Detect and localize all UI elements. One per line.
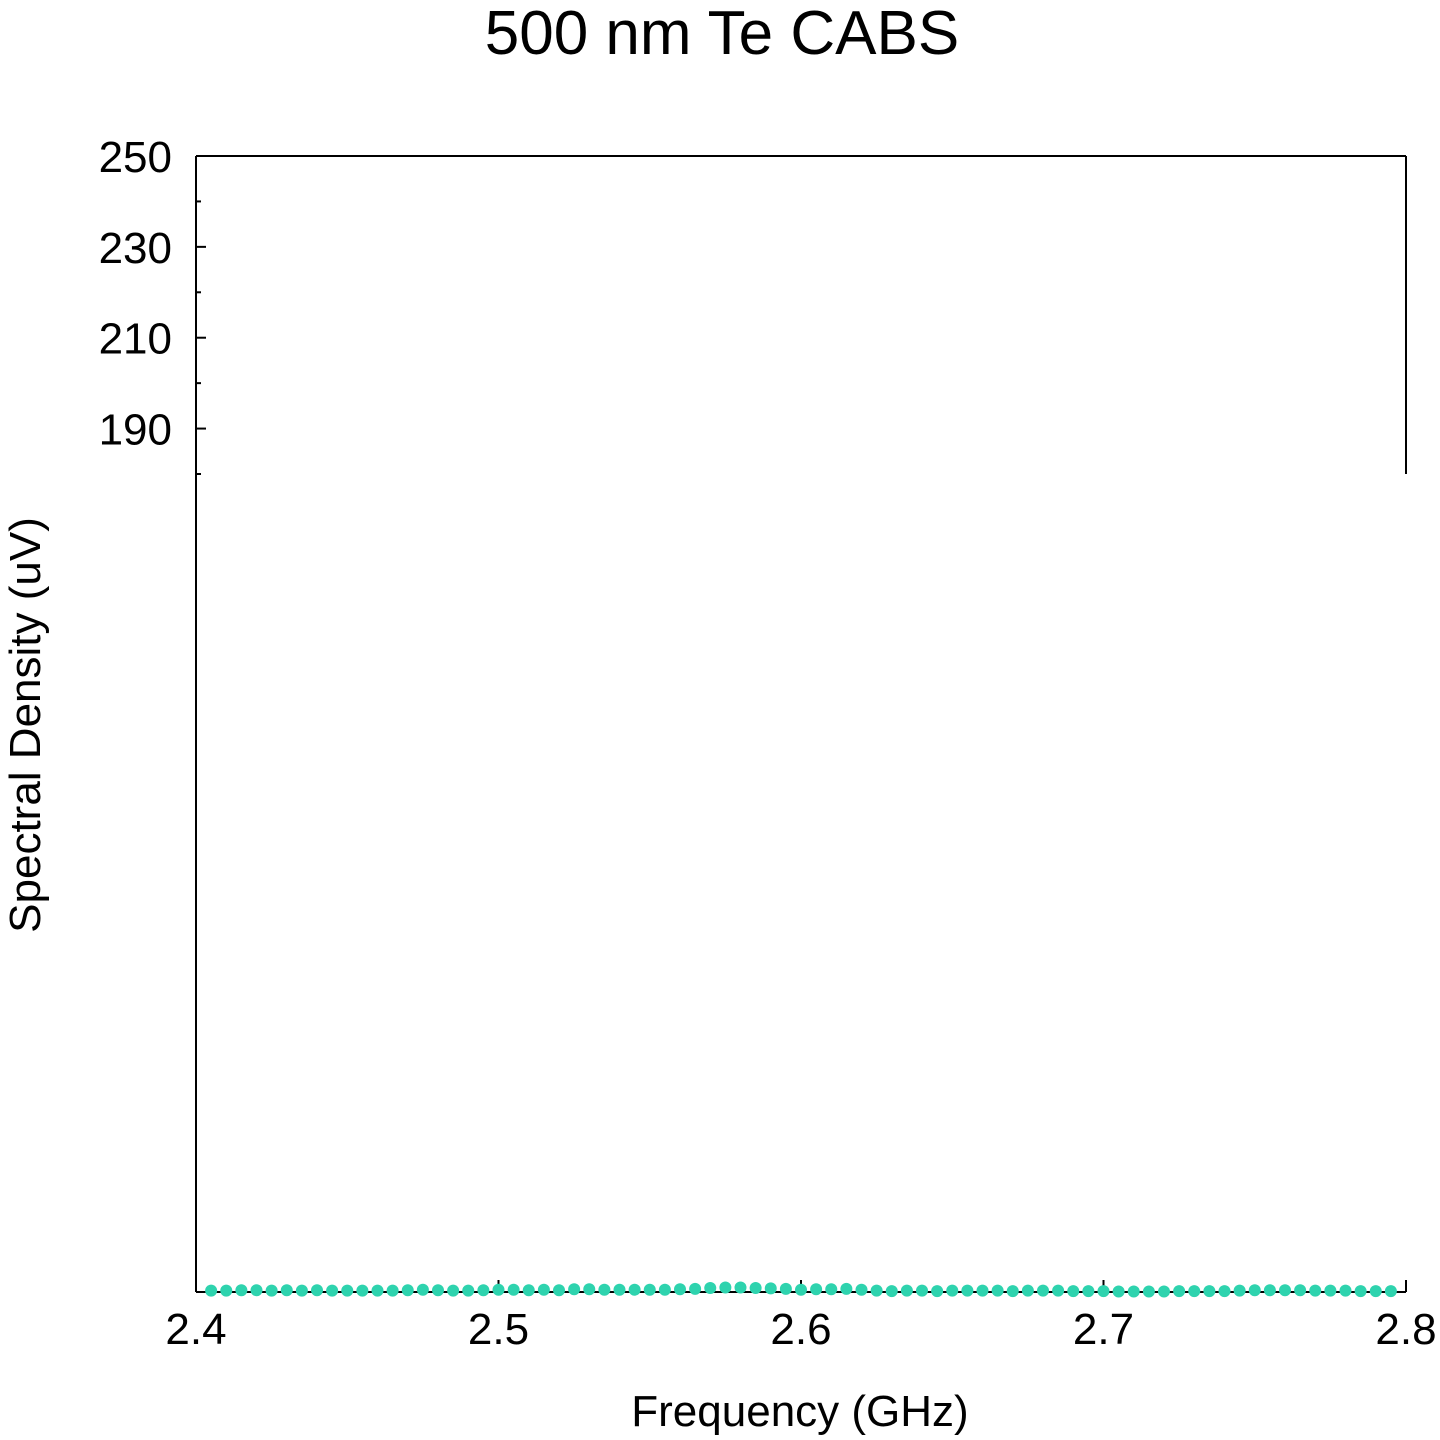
data-point [931,1285,944,1298]
data-point [840,1282,853,1295]
data-point [1097,1285,1110,1298]
data-point [522,1284,535,1297]
data-point [1052,1284,1065,1297]
data-point [1324,1284,1337,1297]
data-point [1037,1284,1049,1297]
y-tick-label: 190 [99,406,172,455]
data-point [885,1285,898,1298]
axis-ticks: 2.4 2.5 2.6 2.7 2.8 190 210 230 250 [99,133,1437,1354]
data-point [371,1284,384,1297]
data-point [386,1284,399,1297]
data-point [658,1283,671,1296]
data-point [719,1281,732,1294]
data-point [1173,1285,1186,1298]
data-point [1158,1285,1170,1298]
data-point [1339,1284,1352,1297]
data-point [507,1283,520,1296]
data-point [1218,1285,1231,1298]
data-point [401,1284,414,1297]
data-point [1142,1285,1155,1298]
data-point [1294,1284,1307,1297]
data-point [280,1284,293,1297]
data-point [628,1283,641,1296]
data-point [779,1282,792,1295]
data-points [205,1281,1397,1298]
y-tick-label: 210 [99,315,172,364]
data-point [1279,1284,1291,1297]
data-point [462,1284,475,1297]
data-point [810,1283,823,1296]
data-point [704,1281,717,1294]
data-point [265,1284,278,1297]
data-point [764,1282,777,1295]
data-point [326,1284,339,1297]
data-point [341,1284,354,1297]
data-point [613,1283,626,1296]
data-point [689,1282,702,1295]
x-tick-label: 2.7 [1073,1305,1134,1354]
data-point [749,1281,762,1294]
data-point [976,1284,989,1297]
x-tick-label: 2.4 [165,1305,226,1354]
data-point [1127,1285,1140,1298]
data-point [1263,1284,1276,1297]
data-point [477,1284,490,1297]
chart-title: 500 nm Te CABS [485,0,959,68]
data-point [1369,1285,1382,1298]
y-axis-label: Spectral Density (uV) [1,517,50,933]
data-point [1384,1285,1397,1298]
data-point [356,1284,369,1297]
data-point [855,1283,868,1296]
data-point [946,1284,959,1297]
data-point [1248,1284,1261,1297]
data-point [205,1284,218,1297]
data-point [1082,1285,1095,1298]
data-point [961,1284,974,1297]
data-point [553,1284,565,1297]
x-tick-label: 2.6 [770,1305,831,1354]
plot-frame [195,155,1407,1293]
data-point [734,1281,747,1294]
data-point [311,1284,323,1297]
data-point [1112,1285,1125,1298]
data-point [795,1283,807,1296]
data-point [1233,1284,1246,1297]
data-point [1203,1285,1216,1298]
data-point [432,1284,444,1297]
data-point [250,1284,263,1297]
data-point [235,1284,248,1297]
x-tick-label: 2.8 [1375,1305,1436,1354]
data-point [598,1283,611,1296]
data-point [492,1283,505,1296]
data-point [220,1284,233,1297]
data-point [1188,1285,1201,1298]
data-point [825,1283,838,1296]
data-point [416,1283,429,1296]
data-point [916,1284,928,1297]
data-point [1006,1285,1019,1298]
data-point [1021,1284,1034,1297]
data-point [583,1283,596,1296]
data-point [643,1283,656,1296]
x-tick-label: 2.5 [468,1305,529,1354]
data-point [1067,1285,1080,1298]
data-point [1354,1285,1367,1298]
x-axis-label: Frequency (GHz) [631,1387,968,1436]
data-point [568,1283,581,1296]
y-tick-label: 230 [99,224,172,273]
data-point [295,1284,308,1297]
data-point [900,1284,913,1297]
y-tick-label: 250 [99,133,172,182]
data-point [870,1284,883,1297]
data-point [447,1284,460,1297]
data-point [991,1284,1004,1297]
data-point [537,1283,550,1296]
data-point [1309,1284,1322,1297]
data-point [674,1283,686,1296]
